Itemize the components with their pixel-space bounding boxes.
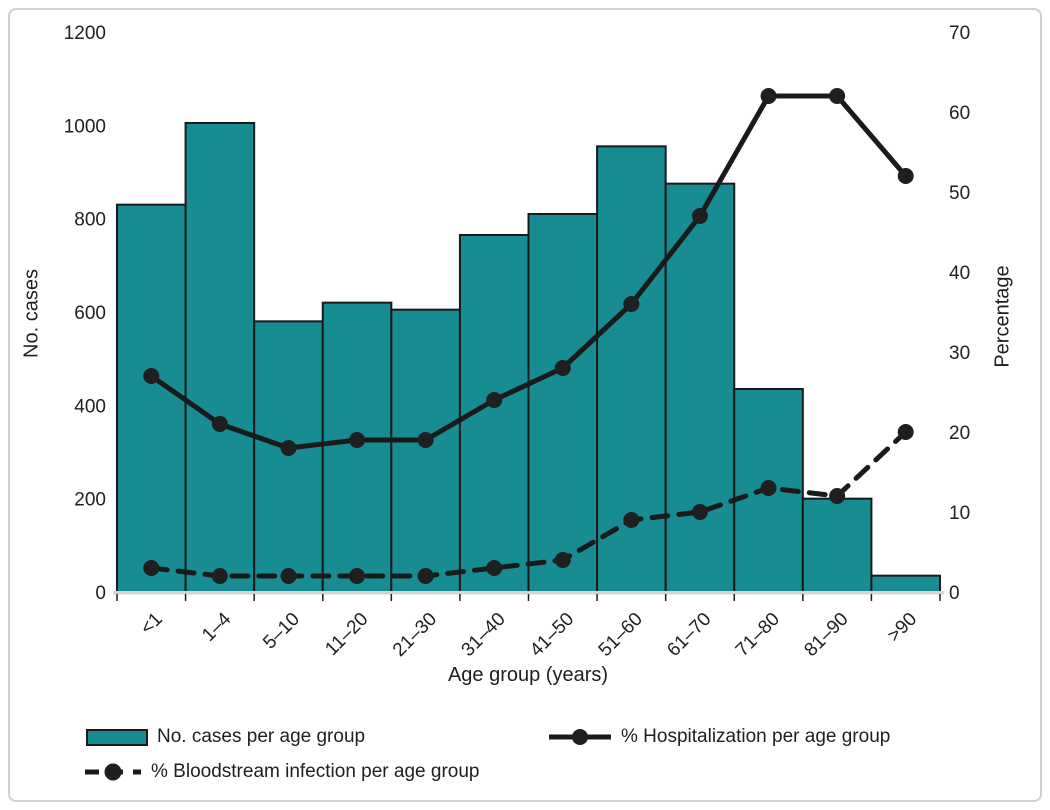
left-axis-tick-label: 400 [74, 396, 106, 417]
bloodstream-point [554, 552, 571, 568]
right-axis-tick-label: 60 [949, 103, 970, 124]
right-axis-tick-label: 40 [949, 263, 970, 284]
hospitalization-point [623, 296, 640, 312]
x-category-label: 21–30 [389, 609, 441, 661]
bloodstream-point [691, 504, 708, 520]
hospitalization-point [143, 368, 160, 384]
right-axis-tick-label: 0 [949, 583, 960, 604]
bloodstream-line [148, 429, 909, 579]
hospitalization-point [691, 208, 708, 224]
bloodstream-point [829, 488, 846, 504]
x-category-label: 31–40 [458, 609, 510, 661]
left-axis-tick-label: 800 [74, 210, 106, 231]
bloodstream-point [486, 560, 503, 576]
bloodstream-point [897, 424, 914, 440]
left-axis-tick-label: 200 [74, 490, 106, 511]
right-axis-tick-label: 50 [949, 183, 970, 204]
x-axis-baseline [113, 591, 944, 595]
x-category-label: 5–10 [259, 609, 304, 654]
bar [390, 308, 461, 593]
x-category-label: 51–60 [595, 609, 647, 661]
hospitalization-line [148, 93, 909, 451]
left-axis-tick-label: 1200 [64, 23, 106, 44]
bar [527, 213, 599, 593]
x-category-label: 1–4 [198, 608, 236, 646]
hospitalization-point [554, 360, 571, 376]
right-axis-tick-label: 30 [949, 343, 970, 364]
right-axis-tick-label: 20 [949, 423, 970, 444]
x-category-label: 61–70 [663, 609, 715, 661]
left-axis-tick-label: 1000 [64, 116, 106, 137]
bar [116, 203, 187, 594]
hospitalization-point [280, 440, 297, 456]
bar [184, 122, 256, 593]
hospitalization-point [760, 88, 777, 104]
x-category-label: 71–80 [732, 609, 784, 661]
right-axis-tick-label: 70 [949, 23, 970, 44]
x-category-label: 41–50 [526, 609, 578, 661]
left-axis-title: No. cases [20, 269, 43, 358]
hospitalization-point [897, 168, 914, 184]
hospitalization-point [349, 432, 366, 448]
x-category-label: 11–20 [321, 609, 372, 660]
hospitalization-point [486, 392, 503, 408]
hospitalization-point [829, 88, 846, 104]
bloodstream-point [143, 560, 160, 576]
bar [870, 574, 942, 594]
bar [801, 497, 873, 593]
left-axis-tick-label: 600 [74, 303, 106, 324]
hospitalization-point [211, 416, 228, 432]
bar [253, 320, 324, 593]
bloodstream-point [211, 568, 228, 584]
x-category-label: >90 [884, 609, 922, 647]
bloodstream-point [280, 568, 297, 584]
right-axis-tick-label: 10 [949, 503, 970, 524]
bloodstream-point [760, 480, 777, 496]
left-axis-tick-label: 0 [95, 583, 106, 604]
hospitalization-point [417, 432, 434, 448]
x-category-label: 81–90 [800, 609, 852, 661]
bloodstream-point [417, 568, 434, 584]
bloodstream-point [623, 512, 640, 528]
x-category-label: <1 [137, 609, 167, 639]
x-axis-title: Age group (years) [447, 664, 609, 686]
right-axis-title: Percentage [991, 265, 1014, 368]
bloodstream-point [349, 568, 366, 584]
